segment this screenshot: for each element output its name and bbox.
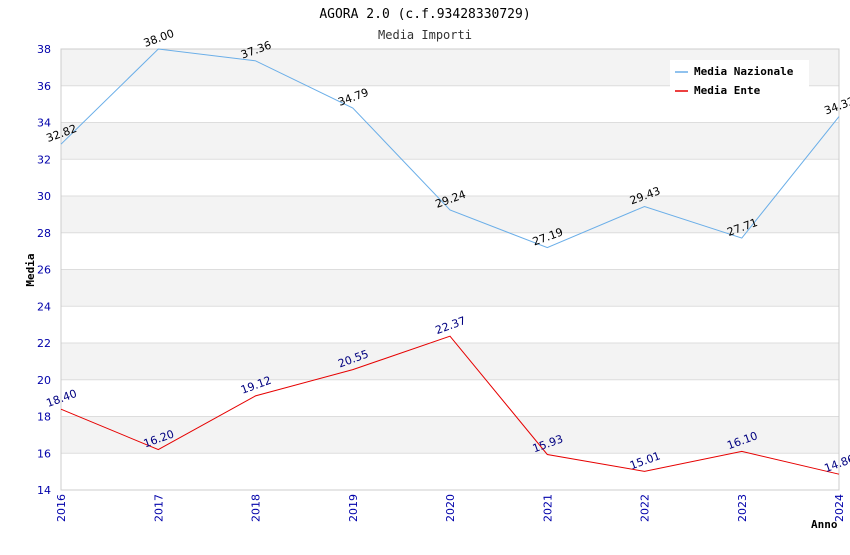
grid-bands: [61, 49, 839, 454]
chart-subtitle: Media Importi: [378, 28, 472, 42]
y-tick-label: 26: [37, 264, 51, 277]
y-tick-label: 16: [37, 447, 51, 460]
x-tick-label: 2018: [250, 494, 263, 522]
x-axis-ticks: 2016 2017 2018 2019 2020 2021 2022 2023 2024: [55, 494, 846, 522]
series-line-ente: [60, 335, 840, 475]
data-label: 34.79: [336, 86, 370, 109]
grid-band: [61, 196, 839, 233]
y-tick-label: 24: [37, 300, 51, 313]
y-tick-label: 28: [37, 227, 51, 240]
data-label: 22.37: [434, 314, 468, 337]
x-tick-label: 2022: [639, 494, 652, 522]
y-tick-label: 36: [37, 80, 51, 93]
x-tick-label: 2023: [736, 494, 749, 522]
chart-title: AGORA 2.0 (c.f.93428330729): [319, 7, 530, 22]
legend-label-ente: Media Ente: [694, 84, 761, 97]
x-tick-label: 2024: [833, 494, 846, 522]
data-label: 14.86: [823, 452, 850, 475]
x-tick-label: 2019: [347, 494, 360, 522]
grid-band: [61, 122, 839, 160]
data-label: 34.32: [823, 94, 850, 117]
y-tick-label: 20: [37, 374, 51, 387]
y-axis-label: Media: [24, 253, 37, 286]
grid-band: [61, 269, 839, 307]
grid-band: [61, 343, 839, 380]
y-tick-label: 18: [37, 411, 51, 424]
x-tick-label: 2021: [541, 494, 554, 522]
legend-label-nazionale: Media Nazionale: [694, 65, 794, 78]
series-line-nazionale: [60, 48, 840, 249]
legend: Media Nazionale Media Ente: [670, 60, 809, 102]
x-tick-label: 2016: [55, 494, 68, 522]
y-tick-label: 32: [37, 153, 51, 166]
x-tick-label: 2017: [152, 494, 165, 522]
legend-box: [670, 60, 809, 102]
y-axis-ticks: 14 16 18 20 22 24 26 28 30 32 34 36 38: [37, 43, 51, 497]
series-lines: [60, 48, 840, 475]
y-tick-label: 22: [37, 337, 51, 350]
data-label: 38.00: [142, 27, 176, 50]
y-tick-label: 38: [37, 43, 51, 56]
plot-frame: [60, 48, 840, 491]
y-tick-label: 34: [37, 117, 51, 130]
grid-band: [61, 416, 839, 454]
x-axis-label: Anno: [811, 518, 838, 531]
y-tick-label: 14: [37, 484, 51, 497]
y-tick-label: 30: [37, 190, 51, 203]
x-tick-label: 2020: [444, 494, 457, 522]
data-label: 18.40: [45, 387, 79, 410]
